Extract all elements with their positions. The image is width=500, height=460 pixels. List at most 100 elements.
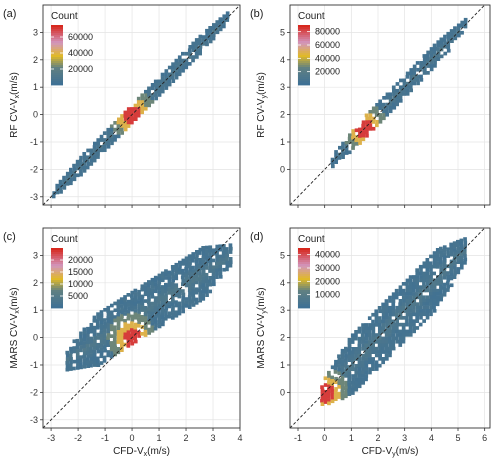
hexbin-cell [171, 79, 176, 83]
hexbin-cell [187, 305, 192, 309]
colorbar-segment [298, 254, 310, 257]
hexbin-cell [136, 113, 141, 118]
hexbin-cell [399, 92, 403, 96]
hexbin-cell [184, 263, 189, 267]
hexbin-cell [340, 396, 345, 401]
hexbin-cell [364, 336, 369, 341]
hexbin-cell [140, 332, 144, 336]
hexbin-cell [412, 278, 416, 283]
hexbin-cell [384, 329, 389, 334]
hexbin-cell [58, 186, 63, 191]
colorbar-tick-label: 20000 [68, 64, 93, 74]
hexbin-cell [191, 289, 196, 294]
hexbin-cell [371, 120, 376, 124]
hexbin-cell [364, 370, 369, 375]
hexbin-cell [429, 254, 433, 259]
hexbin-cell [211, 26, 216, 31]
hexbin-cell [62, 175, 66, 180]
hexbin-cell [126, 344, 131, 348]
hexbin-cell [384, 333, 389, 337]
hexbin-cell [102, 148, 107, 152]
hexbin-cell [150, 288, 155, 292]
hexbin-cell [140, 318, 145, 323]
hexbin-cell [415, 275, 419, 279]
hexbin-cell [340, 389, 345, 394]
hexbin-cell [357, 347, 362, 351]
hexbin-cell [409, 285, 413, 290]
hexbin-cell [215, 30, 220, 35]
hexbin-cell [367, 350, 372, 354]
hexbin-cell [391, 326, 396, 330]
hexbin-cell [75, 163, 80, 167]
hexbin-cell [357, 384, 362, 389]
hexbin-cell [405, 295, 409, 300]
hexbin-cell [443, 44, 448, 49]
hexbin-cell [327, 394, 331, 399]
hexbin-cell [65, 350, 70, 355]
hexbin-cell [177, 267, 182, 272]
hexbin-cell [443, 51, 448, 56]
hexbin-cell [72, 339, 77, 344]
hexbin-cell [157, 311, 161, 315]
hexbin-cell [89, 336, 93, 341]
hexbin-cell [103, 321, 107, 326]
hexbin-cell [133, 309, 138, 313]
hexbin-cell [137, 306, 141, 311]
hexbin-cell [150, 291, 154, 296]
hexbin-cell [391, 85, 396, 90]
hexbin-cell [109, 341, 114, 345]
hexbin-cell [181, 258, 186, 263]
hexbin-cell [194, 44, 199, 49]
hexbin-cell [408, 309, 413, 313]
hexbin-cell [398, 288, 403, 293]
y-tick-label: -3 [30, 415, 38, 425]
hexbin-cell [116, 336, 121, 341]
hexbin-cell [116, 330, 121, 334]
hexbin-cell [113, 315, 117, 319]
hexbin-cell [116, 134, 121, 139]
hexbin-cell [408, 333, 413, 337]
hexbin-cell [381, 340, 386, 344]
hexbin-cell [89, 148, 94, 153]
hexbin-cell [123, 312, 127, 316]
hexbin-cell [65, 364, 70, 369]
hexbin-cell [415, 302, 419, 306]
hexbin-cell [351, 146, 355, 150]
colorbar-segment [51, 268, 63, 271]
colorbar-segment [51, 252, 63, 255]
colorbar-segment [298, 71, 310, 74]
hexbin-cell [337, 152, 342, 157]
hexbin-cell [171, 278, 175, 283]
hexbin-cell [442, 258, 447, 263]
hexbin-cell [147, 103, 151, 108]
hexbin-cell [364, 363, 369, 368]
hexbin-cell [143, 309, 148, 314]
hexbin-cell [123, 110, 128, 115]
hexbin-cell [126, 120, 131, 125]
hexbin-cell [398, 292, 403, 296]
hexbin-cell [83, 155, 87, 160]
hexbin-cell [347, 150, 352, 155]
hexbin-cell [361, 381, 365, 385]
hexbin-cell [460, 20, 465, 25]
hexbin-cell [385, 95, 389, 100]
hexbin-cell [72, 346, 77, 350]
hexbin-cell [62, 182, 67, 187]
hexbin-cell [388, 295, 392, 300]
hexbin-cell [205, 42, 209, 47]
hexbin-cell [377, 306, 382, 310]
hexbin-cell [85, 340, 90, 345]
hexbin-cell [123, 298, 127, 303]
hexbin-cell [347, 375, 352, 379]
colorbar-segment [51, 61, 63, 64]
hexbin-cell [201, 263, 206, 267]
colorbar-segment [51, 79, 63, 82]
hexbin-cell [106, 353, 111, 358]
colorbar-segment [51, 39, 63, 42]
hexbin-cell [405, 316, 409, 320]
hexbin-cell [177, 311, 182, 316]
colorbar-segment [298, 286, 310, 289]
colorbar-segment [51, 59, 63, 62]
hexbin-cell [133, 336, 137, 340]
hexbin-cell [191, 265, 195, 270]
